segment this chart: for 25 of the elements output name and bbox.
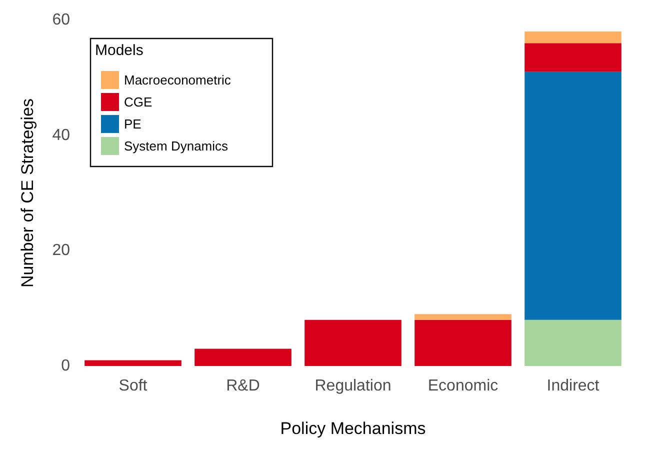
- bar: [84, 360, 182, 366]
- bar: [524, 43, 622, 72]
- legend-label: System Dynamics: [124, 138, 229, 154]
- y-tick-label: 40: [52, 126, 70, 144]
- legend-label: CGE: [124, 94, 152, 110]
- legend-label: PE: [124, 116, 142, 132]
- x-tick-label: R&D: [226, 378, 260, 394]
- x-tick-label: Economic: [428, 378, 498, 394]
- bar: [414, 314, 512, 320]
- y-tick-label: 60: [52, 12, 70, 28]
- bar: [414, 320, 512, 366]
- bar: [524, 320, 622, 366]
- y-axis-title: Number of CE Strategies: [18, 98, 37, 288]
- legend-label: Macroeconometric: [124, 72, 232, 88]
- bar: [524, 72, 622, 320]
- legend-title: Models: [95, 42, 144, 59]
- x-axis-title: Policy Mechanisms: [280, 419, 426, 438]
- y-tick-label: 20: [52, 242, 70, 260]
- x-tick-label: Regulation: [314, 378, 392, 394]
- bar: [304, 320, 402, 366]
- bar: [524, 32, 622, 44]
- x-tick-label: Soft: [118, 378, 148, 394]
- bar: [194, 348, 292, 366]
- y-tick-label: 0: [61, 358, 70, 374]
- x-tick-label: Indirect: [546, 378, 600, 394]
